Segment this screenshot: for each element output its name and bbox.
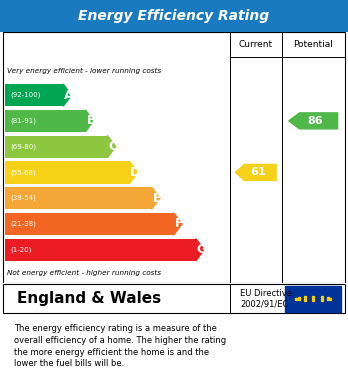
Polygon shape — [63, 84, 72, 106]
Text: G: G — [197, 243, 207, 256]
Polygon shape — [196, 239, 204, 261]
Text: A: A — [64, 89, 74, 102]
Polygon shape — [108, 136, 116, 158]
Bar — [5, 213, 174, 235]
Bar — [5, 161, 129, 183]
Text: The energy efficiency rating is a measure of the
overall efficiency of a home. T: The energy efficiency rating is a measur… — [14, 324, 226, 368]
Text: 2002/91/EC: 2002/91/EC — [240, 299, 288, 308]
Text: (39-54): (39-54) — [10, 195, 36, 201]
Text: Energy Efficiency Rating: Energy Efficiency Rating — [78, 9, 270, 23]
Text: (69-80): (69-80) — [10, 143, 37, 150]
Text: (55-68): (55-68) — [10, 169, 36, 176]
Text: Potential: Potential — [293, 40, 333, 49]
Text: 86: 86 — [308, 116, 323, 126]
Text: B: B — [86, 114, 96, 127]
Bar — [5, 110, 85, 132]
Text: D: D — [130, 166, 141, 179]
Text: Very energy efficient - lower running costs: Very energy efficient - lower running co… — [7, 68, 161, 74]
Bar — [5, 187, 152, 209]
Polygon shape — [85, 110, 94, 132]
Text: (1-20): (1-20) — [10, 246, 32, 253]
Polygon shape — [236, 165, 276, 180]
Text: E: E — [153, 192, 162, 205]
Polygon shape — [174, 213, 182, 235]
Polygon shape — [152, 187, 160, 209]
Bar — [5, 136, 108, 158]
Text: Current: Current — [239, 40, 273, 49]
Bar — [5, 239, 196, 261]
Polygon shape — [289, 113, 338, 129]
Text: F: F — [175, 217, 184, 230]
Text: (81-91): (81-91) — [10, 118, 37, 124]
Text: C: C — [109, 140, 118, 153]
Text: (92-100): (92-100) — [10, 92, 41, 98]
Text: Not energy efficient - higher running costs: Not energy efficient - higher running co… — [7, 270, 161, 276]
Bar — [5, 84, 63, 106]
Text: EU Directive: EU Directive — [240, 289, 292, 298]
Polygon shape — [129, 161, 138, 183]
Text: (21-38): (21-38) — [10, 221, 36, 227]
Text: England & Wales: England & Wales — [17, 291, 161, 306]
Text: 61: 61 — [250, 167, 266, 178]
Bar — [285, 286, 341, 312]
